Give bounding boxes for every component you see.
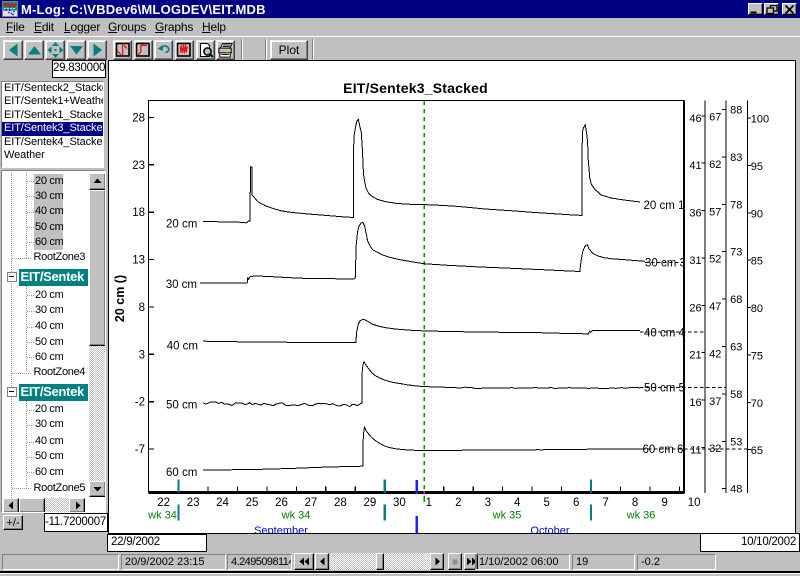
svg-text:8: 8 — [632, 497, 638, 509]
svg-text:28: 28 — [334, 497, 347, 509]
svg-text:10: 10 — [688, 497, 701, 509]
svg-text:80: 80 — [751, 303, 763, 315]
svg-text:30 cm: 30 cm — [166, 279, 197, 291]
svg-text:85: 85 — [751, 256, 763, 268]
svg-text:75: 75 — [751, 350, 763, 362]
svg-text:3: 3 — [485, 497, 491, 509]
svg-text:28: 28 — [132, 112, 145, 124]
svg-text:26: 26 — [275, 497, 288, 509]
svg-text:53: 53 — [730, 436, 742, 448]
svg-text:7: 7 — [602, 497, 608, 509]
svg-text:58: 58 — [730, 389, 742, 401]
svg-text:3: 3 — [139, 349, 145, 361]
svg-text:50 cm: 50 cm — [166, 400, 197, 412]
svg-text:78: 78 — [730, 199, 742, 211]
svg-text:60 cm 65: 60 cm 65 — [643, 444, 690, 456]
svg-text:83: 83 — [730, 152, 742, 164]
svg-text:6: 6 — [573, 497, 579, 509]
svg-text:95: 95 — [751, 161, 763, 173]
svg-text:4: 4 — [514, 497, 521, 509]
svg-text:41: 41 — [689, 160, 701, 172]
svg-text:-7: -7 — [135, 444, 145, 456]
svg-text:67: 67 — [709, 112, 721, 124]
svg-text:October: October — [530, 525, 569, 537]
svg-text:20 cm 19: 20 cm 19 — [644, 200, 691, 212]
svg-text:22: 22 — [157, 497, 170, 509]
svg-text:wk 34: wk 34 — [147, 510, 177, 522]
svg-text:-2: -2 — [135, 397, 145, 409]
svg-text:23: 23 — [187, 497, 200, 509]
svg-text:20 cm (): 20 cm () — [113, 275, 127, 322]
svg-text:62: 62 — [709, 159, 721, 171]
svg-text:2: 2 — [455, 497, 461, 509]
svg-text:42: 42 — [709, 348, 721, 360]
svg-text:25: 25 — [246, 497, 259, 509]
svg-text:73: 73 — [730, 247, 742, 259]
svg-text:18: 18 — [132, 207, 145, 219]
svg-text:wk 34: wk 34 — [281, 510, 311, 522]
svg-text:70: 70 — [751, 398, 763, 410]
svg-text:16: 16 — [689, 397, 701, 409]
svg-text:30 cm 35: 30 cm 35 — [645, 258, 692, 270]
svg-text:65: 65 — [751, 445, 763, 457]
svg-text:60 cm: 60 cm — [166, 467, 197, 479]
svg-text:68: 68 — [730, 294, 742, 306]
svg-text:1: 1 — [426, 497, 432, 509]
svg-text:5: 5 — [543, 497, 549, 509]
svg-text:EIT/Sentek3_Stacked: EIT/Sentek3_Stacked — [343, 80, 488, 96]
svg-text:21: 21 — [689, 350, 701, 362]
svg-text:52: 52 — [709, 254, 721, 266]
svg-text:27: 27 — [305, 497, 318, 509]
svg-text:23: 23 — [132, 160, 145, 172]
svg-text:90: 90 — [751, 208, 763, 220]
svg-text:63: 63 — [730, 342, 742, 354]
svg-text:31: 31 — [689, 255, 701, 267]
svg-text:20 cm: 20 cm — [166, 219, 197, 231]
svg-text:100: 100 — [751, 114, 769, 126]
svg-text:9: 9 — [661, 497, 667, 509]
svg-text:46: 46 — [689, 113, 701, 125]
svg-text:30: 30 — [393, 497, 406, 509]
svg-text:29: 29 — [364, 497, 377, 509]
svg-text:26: 26 — [689, 302, 701, 314]
svg-text:September: September — [254, 525, 308, 537]
svg-text:11: 11 — [690, 445, 701, 457]
svg-text:wk 36: wk 36 — [626, 510, 656, 522]
svg-text:40 cm 44: 40 cm 44 — [644, 327, 692, 339]
svg-text:24: 24 — [216, 497, 229, 509]
svg-text:37: 37 — [709, 396, 721, 408]
svg-text:wk 35: wk 35 — [492, 510, 522, 522]
svg-text:88: 88 — [730, 105, 742, 117]
svg-text:50 cm 55: 50 cm 55 — [644, 383, 691, 395]
svg-text:48: 48 — [730, 484, 742, 496]
svg-text:36: 36 — [689, 208, 701, 220]
svg-text:13: 13 — [132, 255, 145, 267]
svg-text:47: 47 — [709, 301, 721, 313]
svg-text:8: 8 — [139, 302, 145, 314]
svg-text:40 cm: 40 cm — [167, 341, 198, 353]
svg-text:57: 57 — [709, 206, 721, 218]
